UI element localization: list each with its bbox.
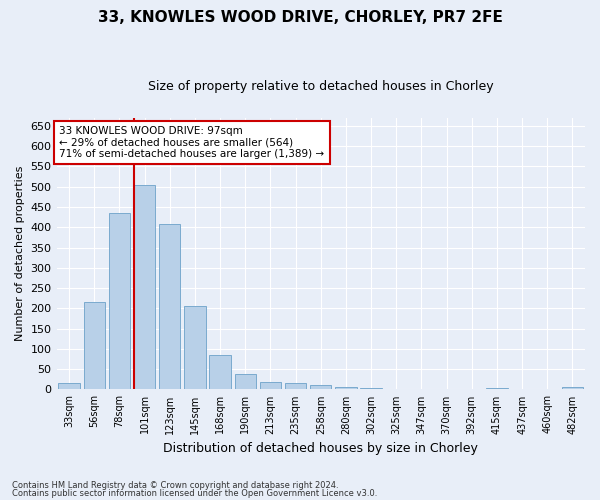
X-axis label: Distribution of detached houses by size in Chorley: Distribution of detached houses by size … — [163, 442, 478, 455]
Bar — [260, 382, 281, 390]
Text: Contains public sector information licensed under the Open Government Licence v3: Contains public sector information licen… — [12, 488, 377, 498]
Text: Contains HM Land Registry data © Crown copyright and database right 2024.: Contains HM Land Registry data © Crown c… — [12, 481, 338, 490]
Bar — [58, 384, 80, 390]
Bar — [134, 184, 155, 390]
Bar — [310, 386, 331, 390]
Bar — [285, 382, 307, 390]
Bar — [159, 224, 181, 390]
Bar — [335, 388, 356, 390]
Y-axis label: Number of detached properties: Number of detached properties — [15, 166, 25, 342]
Bar — [209, 355, 231, 390]
Bar — [361, 388, 382, 390]
Text: 33, KNOWLES WOOD DRIVE, CHORLEY, PR7 2FE: 33, KNOWLES WOOD DRIVE, CHORLEY, PR7 2FE — [98, 10, 502, 25]
Bar — [486, 388, 508, 390]
Bar — [109, 213, 130, 390]
Text: 33 KNOWLES WOOD DRIVE: 97sqm
← 29% of detached houses are smaller (564)
71% of s: 33 KNOWLES WOOD DRIVE: 97sqm ← 29% of de… — [59, 126, 325, 159]
Bar — [184, 306, 206, 390]
Title: Size of property relative to detached houses in Chorley: Size of property relative to detached ho… — [148, 80, 494, 93]
Bar — [83, 302, 105, 390]
Bar — [235, 374, 256, 390]
Bar — [562, 388, 583, 390]
